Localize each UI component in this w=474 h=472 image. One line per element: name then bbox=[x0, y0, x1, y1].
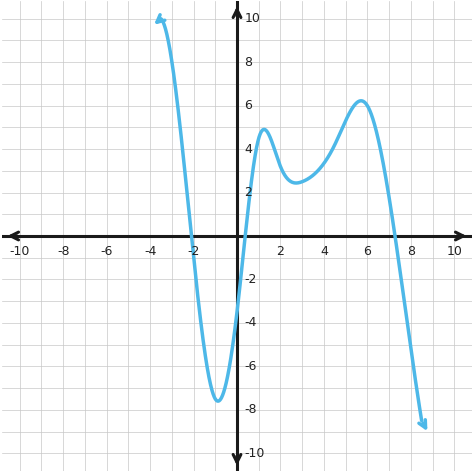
Text: -8: -8 bbox=[57, 244, 70, 258]
Text: 6: 6 bbox=[245, 99, 253, 112]
Text: 4: 4 bbox=[245, 143, 253, 156]
Text: 6: 6 bbox=[364, 244, 371, 258]
Text: 2: 2 bbox=[276, 244, 284, 258]
Text: -6: -6 bbox=[100, 244, 113, 258]
Text: 8: 8 bbox=[407, 244, 415, 258]
Text: -4: -4 bbox=[245, 316, 257, 329]
Text: 10: 10 bbox=[245, 12, 261, 25]
Text: -8: -8 bbox=[245, 403, 257, 416]
Text: -6: -6 bbox=[245, 360, 257, 373]
Text: 8: 8 bbox=[245, 56, 253, 69]
Text: -10: -10 bbox=[245, 447, 265, 460]
Text: -4: -4 bbox=[144, 244, 156, 258]
Text: -2: -2 bbox=[187, 244, 200, 258]
Text: 10: 10 bbox=[447, 244, 462, 258]
Text: -2: -2 bbox=[245, 273, 257, 286]
Text: 2: 2 bbox=[245, 186, 253, 199]
Text: -10: -10 bbox=[9, 244, 30, 258]
Text: 4: 4 bbox=[320, 244, 328, 258]
